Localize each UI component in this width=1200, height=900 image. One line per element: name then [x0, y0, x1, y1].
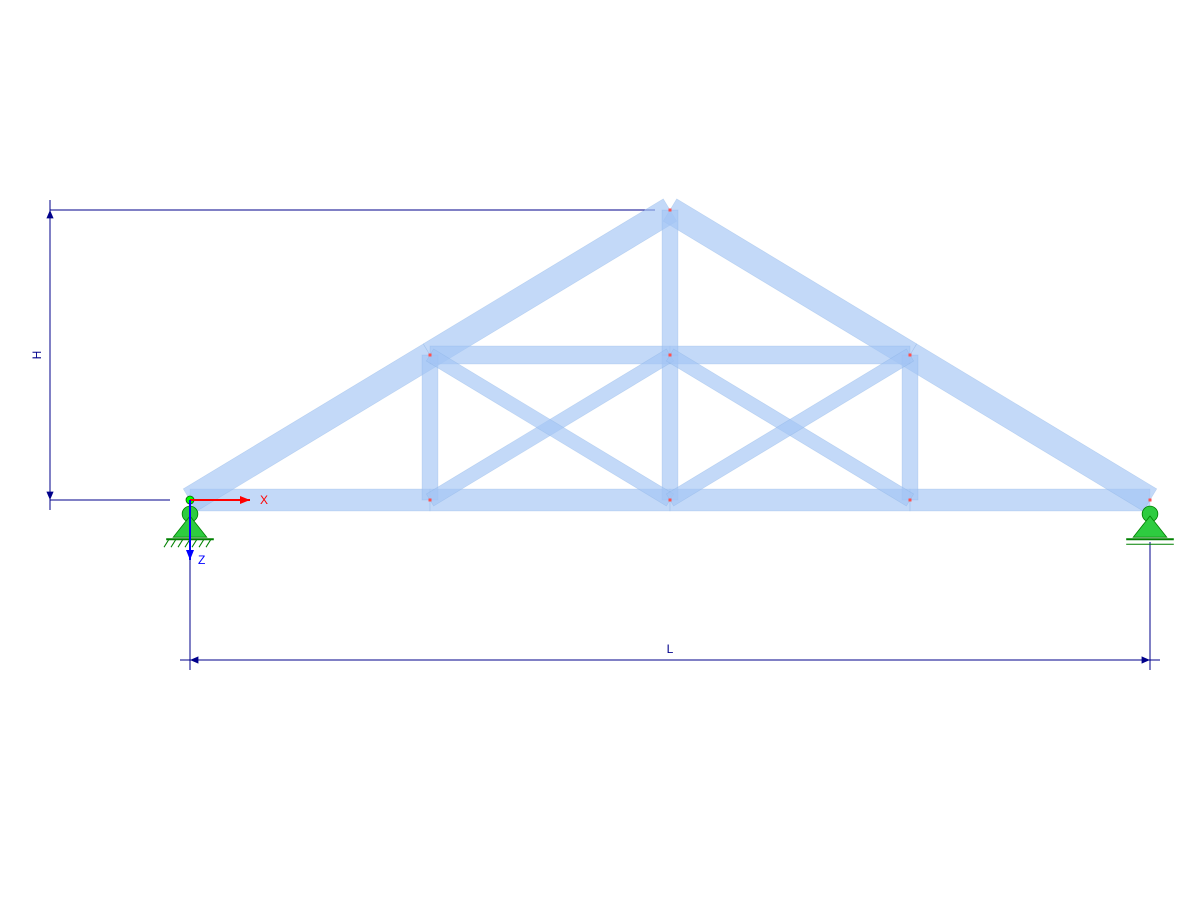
dim-label-length: L: [667, 642, 674, 656]
node-marker: [669, 499, 672, 502]
x-axis-label: X: [260, 493, 268, 507]
node-marker: [429, 499, 432, 502]
node-marker: [429, 354, 432, 357]
support-pin: [164, 506, 214, 547]
node-marker: [909, 354, 912, 357]
truss-member: [423, 199, 676, 366]
z-axis-arrow: [186, 550, 194, 560]
truss-member: [663, 199, 916, 366]
truss-member: [662, 355, 678, 500]
node-marker: [669, 209, 672, 212]
truss-member: [422, 355, 438, 500]
node-marker: [1149, 499, 1152, 502]
dim-arrow: [1142, 656, 1150, 663]
truss-member: [430, 489, 670, 511]
truss-member: [670, 489, 910, 511]
dim-arrow: [46, 210, 53, 218]
z-axis-label: Z: [198, 553, 205, 567]
dim-label-height: H: [30, 351, 44, 360]
node-marker: [669, 354, 672, 357]
truss-diagram: H L X Z: [0, 0, 1200, 900]
dimension-length: L: [180, 542, 1160, 670]
dim-arrow: [46, 492, 53, 500]
truss-member: [183, 344, 436, 511]
truss-member: [902, 355, 918, 500]
node-marker: [909, 499, 912, 502]
dim-arrow: [190, 656, 198, 663]
truss-member: [430, 346, 670, 364]
truss-member: [670, 346, 910, 364]
truss-member: [903, 344, 1156, 511]
truss-member: [662, 210, 678, 355]
support-roller: [1126, 506, 1174, 544]
